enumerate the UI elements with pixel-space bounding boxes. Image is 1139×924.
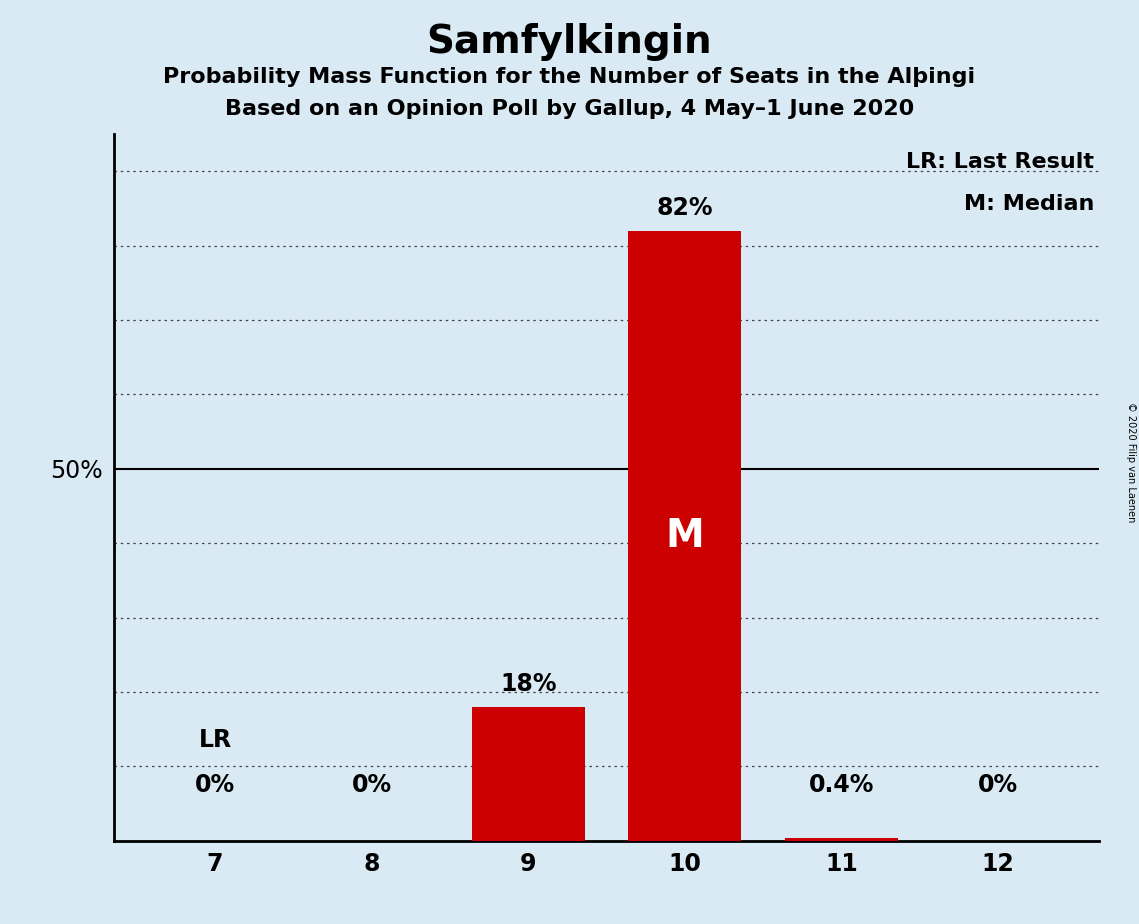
- Bar: [785, 838, 898, 841]
- Text: © 2020 Filip van Laenen: © 2020 Filip van Laenen: [1126, 402, 1136, 522]
- Text: 0.4%: 0.4%: [809, 773, 874, 797]
- Bar: [629, 231, 741, 841]
- Text: 0%: 0%: [978, 773, 1018, 797]
- Text: 82%: 82%: [656, 196, 713, 220]
- Text: Samfylkingin: Samfylkingin: [427, 23, 712, 61]
- Text: M: Median: M: Median: [964, 194, 1095, 214]
- Text: 18%: 18%: [500, 672, 557, 696]
- Text: LR: Last Result: LR: Last Result: [907, 152, 1095, 172]
- Text: M: M: [665, 517, 704, 554]
- Text: Probability Mass Function for the Number of Seats in the Alþingi: Probability Mass Function for the Number…: [163, 67, 976, 87]
- Text: LR: LR: [198, 728, 231, 752]
- Text: 0%: 0%: [352, 773, 392, 797]
- Text: Based on an Opinion Poll by Gallup, 4 May–1 June 2020: Based on an Opinion Poll by Gallup, 4 Ma…: [224, 99, 915, 119]
- Text: 0%: 0%: [195, 773, 235, 797]
- Bar: [472, 707, 584, 841]
